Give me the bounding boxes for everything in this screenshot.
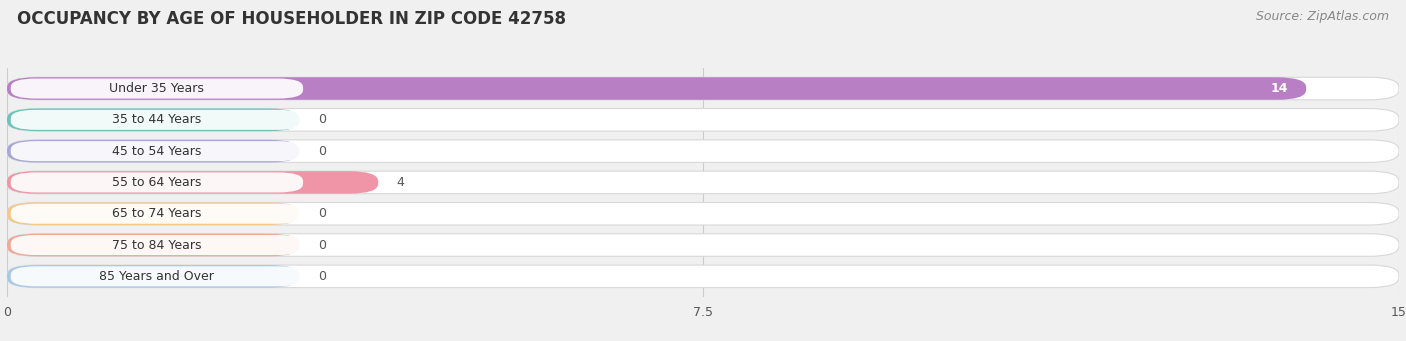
Text: 0: 0 [318,113,326,126]
FancyBboxPatch shape [7,171,1399,194]
Text: OCCUPANCY BY AGE OF HOUSEHOLDER IN ZIP CODE 42758: OCCUPANCY BY AGE OF HOUSEHOLDER IN ZIP C… [17,10,565,28]
FancyBboxPatch shape [7,265,299,287]
Text: 35 to 44 Years: 35 to 44 Years [112,113,201,126]
Text: 75 to 84 Years: 75 to 84 Years [112,239,201,252]
FancyBboxPatch shape [11,78,304,99]
FancyBboxPatch shape [11,110,304,130]
FancyBboxPatch shape [7,140,1399,162]
Text: 85 Years and Over: 85 Years and Over [100,270,214,283]
FancyBboxPatch shape [7,140,299,162]
FancyBboxPatch shape [7,171,378,194]
Text: 14: 14 [1270,82,1288,95]
Text: 0: 0 [318,270,326,283]
FancyBboxPatch shape [11,235,304,255]
FancyBboxPatch shape [11,204,304,224]
FancyBboxPatch shape [7,265,1399,287]
Text: 65 to 74 Years: 65 to 74 Years [112,207,201,220]
Text: Under 35 Years: Under 35 Years [110,82,204,95]
Text: 55 to 64 Years: 55 to 64 Years [112,176,201,189]
FancyBboxPatch shape [7,203,299,225]
FancyBboxPatch shape [7,203,1399,225]
Text: 0: 0 [318,239,326,252]
Text: 45 to 54 Years: 45 to 54 Years [112,145,201,158]
FancyBboxPatch shape [7,108,299,131]
FancyBboxPatch shape [7,234,299,256]
FancyBboxPatch shape [7,77,1306,100]
FancyBboxPatch shape [11,266,304,286]
Text: Source: ZipAtlas.com: Source: ZipAtlas.com [1256,10,1389,23]
Text: 0: 0 [318,207,326,220]
FancyBboxPatch shape [11,141,304,161]
FancyBboxPatch shape [7,108,1399,131]
Text: 4: 4 [396,176,405,189]
FancyBboxPatch shape [7,234,1399,256]
FancyBboxPatch shape [7,77,1399,100]
Text: 0: 0 [318,145,326,158]
FancyBboxPatch shape [11,173,304,192]
